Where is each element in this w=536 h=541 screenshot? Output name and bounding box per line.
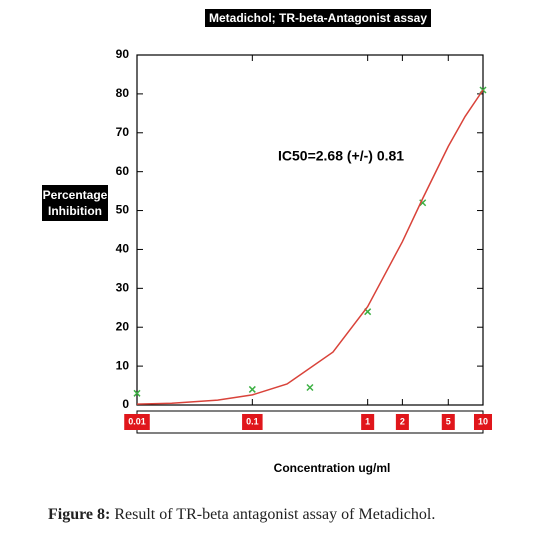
y-tick-label: 40 — [116, 242, 130, 256]
x-tick-label: 5 — [446, 416, 451, 426]
chart-title: Metadichol; TR-beta-Antagonist assay — [205, 9, 432, 27]
x-label-strip — [136, 410, 484, 434]
x-tick-label: 0.01 — [128, 416, 146, 426]
x-axis-label: Concentration ug/ml — [274, 461, 391, 475]
caption-text: Result of TR-beta antagonist assay of Me… — [114, 506, 436, 523]
y-tick-label: 10 — [116, 358, 130, 372]
y-tick-label: 70 — [116, 125, 130, 139]
x-tick-label: 1 — [365, 416, 370, 426]
y-tick-label: 50 — [116, 203, 130, 217]
y-tick-label: 0 — [122, 397, 129, 411]
x-tick-box — [361, 414, 375, 430]
x-tick-box — [124, 414, 150, 430]
data-point — [306, 383, 314, 392]
x-tick-label: 10 — [478, 416, 488, 426]
x-tick-box — [473, 414, 493, 430]
annotation: IC50=2.68 (+/-) 0.81 — [278, 148, 404, 164]
y-tick-label: 60 — [116, 164, 130, 178]
y-axis-label: Percentage Inhibition — [42, 185, 108, 221]
x-tick-box — [395, 414, 409, 430]
x-tick-label: 2 — [400, 416, 405, 426]
y-tick-label: 80 — [116, 86, 130, 100]
y-tick-label: 30 — [116, 281, 130, 295]
x-tick-box — [242, 414, 263, 430]
fit-curve — [136, 89, 484, 405]
plot-frame — [136, 54, 484, 406]
y-tick-label: 20 — [116, 319, 130, 333]
caption-label: Figure 8: — [48, 506, 111, 523]
data-point — [248, 385, 256, 393]
caption: Figure 8: Result of TR-beta antagonist a… — [48, 506, 435, 524]
data-point — [133, 389, 141, 397]
x-tick-label: 0.1 — [246, 416, 259, 426]
data-point — [419, 199, 427, 207]
x-tick-box — [441, 414, 455, 430]
y-tick-label: 90 — [116, 47, 130, 61]
